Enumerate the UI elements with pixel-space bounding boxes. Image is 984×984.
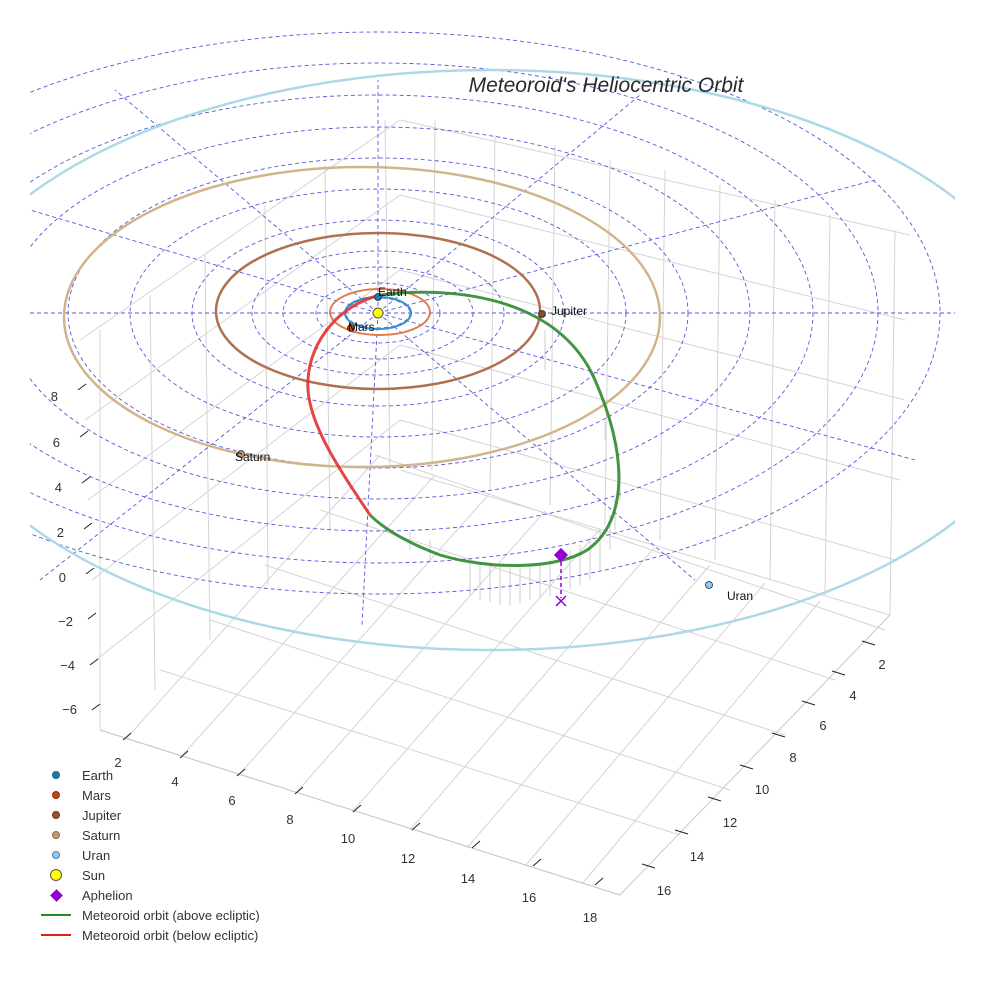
svg-text:4: 4: [171, 774, 178, 789]
svg-text:14: 14: [690, 849, 704, 864]
earth-dot-icon: [52, 771, 60, 779]
sun-marker[interactable]: [372, 307, 384, 319]
z-axis: [77, 383, 101, 711]
legend-label: Jupiter: [82, 807, 122, 823]
red-line-icon: [41, 934, 71, 936]
legend-label: Meteoroid orbit (above ecliptic): [82, 907, 260, 923]
legend-label: Uran: [82, 847, 111, 863]
svg-text:16: 16: [522, 890, 536, 905]
y-axis-labels: 2 4 6 8 10 12 14 16: [657, 657, 886, 898]
uran-orbit: [30, 68, 955, 652]
svg-text:−4: −4: [60, 658, 75, 673]
legend-label: Mars: [82, 787, 111, 803]
svg-text:10: 10: [341, 831, 355, 846]
svg-text:2: 2: [114, 755, 121, 770]
saturn-dot-icon: [52, 831, 60, 839]
legend-label: Saturn: [82, 827, 121, 843]
saturn-label: Saturn: [235, 450, 270, 464]
svg-text:18: 18: [583, 910, 597, 925]
jupiter-label: Jupiter: [551, 304, 587, 318]
svg-text:6: 6: [53, 435, 60, 450]
aphelion-projection-x-icon: [555, 595, 567, 607]
meteoroid-orbit-below: [306, 293, 381, 516]
legend-label: Meteoroid orbit (below ecliptic): [82, 927, 259, 943]
mars-label: Mars: [348, 320, 375, 334]
svg-text:−6: −6: [62, 702, 77, 717]
svg-text:8: 8: [286, 812, 293, 827]
mars-marker[interactable]: [347, 324, 355, 332]
legend-item-saturn[interactable]: Saturn: [40, 825, 260, 845]
svg-text:6: 6: [819, 718, 826, 733]
svg-text:12: 12: [401, 851, 415, 866]
uran-marker[interactable]: [705, 581, 713, 589]
earth-label: Earth: [378, 285, 407, 299]
svg-text:4: 4: [849, 688, 856, 703]
sun-dot-icon: [50, 869, 62, 881]
legend-item-uran[interactable]: Uran: [40, 845, 260, 865]
chart-title: Meteoroid's Heliocentric Orbit: [0, 74, 984, 98]
svg-text:2: 2: [57, 525, 64, 540]
jupiter-marker[interactable]: [538, 310, 546, 318]
svg-text:0: 0: [59, 570, 66, 585]
legend-label: Aphelion: [82, 887, 133, 903]
z-axis-labels: 8 6 4 2 0 −2 −4 −6: [51, 389, 77, 717]
svg-text:8: 8: [789, 750, 796, 765]
aphelion-diamond-icon: [49, 888, 63, 902]
aphelion-marker[interactable]: [553, 547, 569, 563]
legend-item-earth[interactable]: Earth: [40, 765, 260, 785]
mars-orbit: [329, 288, 431, 336]
svg-text:16: 16: [657, 883, 671, 898]
svg-text:6: 6: [228, 793, 235, 808]
meteoroid-orbit-above: [368, 290, 621, 567]
legend-item-sun[interactable]: Sun: [40, 865, 260, 885]
uran-dot-icon: [52, 851, 60, 859]
legend-item-aphelion[interactable]: Aphelion: [40, 885, 260, 905]
svg-text:2: 2: [878, 657, 885, 672]
svg-text:12: 12: [723, 815, 737, 830]
earth-marker[interactable]: [374, 293, 382, 301]
saturn-marker[interactable]: [237, 450, 245, 458]
chart-title-text: Meteoroid's Heliocentric Orbit: [468, 74, 744, 97]
x-axis: [122, 732, 604, 886]
svg-text:14: 14: [461, 871, 475, 886]
legend: Earth Mars Jupiter Saturn Uran Sun Aphel…: [40, 765, 260, 945]
uran-label: Uran: [727, 589, 753, 603]
legend-item-jupiter[interactable]: Jupiter: [40, 805, 260, 825]
svg-text:10: 10: [755, 782, 769, 797]
mars-dot-icon: [52, 791, 60, 799]
svg-text:8: 8: [51, 389, 58, 404]
saturn-orbit: [62, 165, 662, 469]
svg-text:−2: −2: [58, 614, 73, 629]
legend-label: Sun: [82, 867, 106, 883]
legend-item-mars[interactable]: Mars: [40, 785, 260, 805]
y-axis: [641, 640, 876, 869]
green-line-icon: [41, 914, 71, 916]
svg-text:4: 4: [55, 480, 62, 495]
jupiter-dot-icon: [52, 811, 60, 819]
ecliptic-grid: [30, 31, 955, 626]
legend-label: Earth: [82, 767, 114, 783]
x-axis-labels: 2 4 6 8 10 12 14 16 18: [114, 755, 597, 925]
legend-item-orbit-above[interactable]: Meteoroid orbit (above ecliptic): [40, 905, 260, 925]
legend-item-orbit-below[interactable]: Meteoroid orbit (below ecliptic): [40, 925, 260, 945]
